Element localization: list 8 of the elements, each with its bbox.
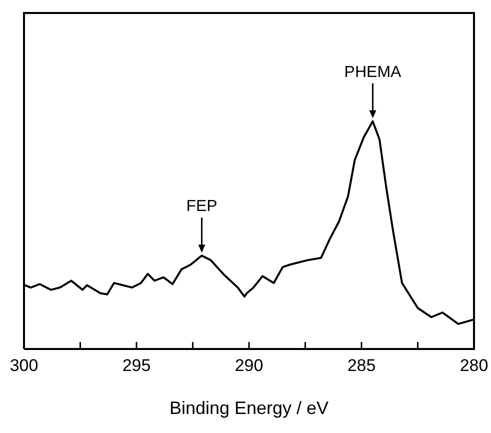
annotation: PHEMA [344,64,402,81]
x-tick-label: 280 [460,356,488,375]
x-tick-label: 295 [122,356,151,375]
x-axis-title: Binding Energy / eV [168,398,330,419]
annotation: FEP [186,198,218,216]
x-tick-label: 300 [10,356,38,375]
x-tick-label: 290 [234,356,264,375]
x-tick-label: 285 [347,356,376,375]
